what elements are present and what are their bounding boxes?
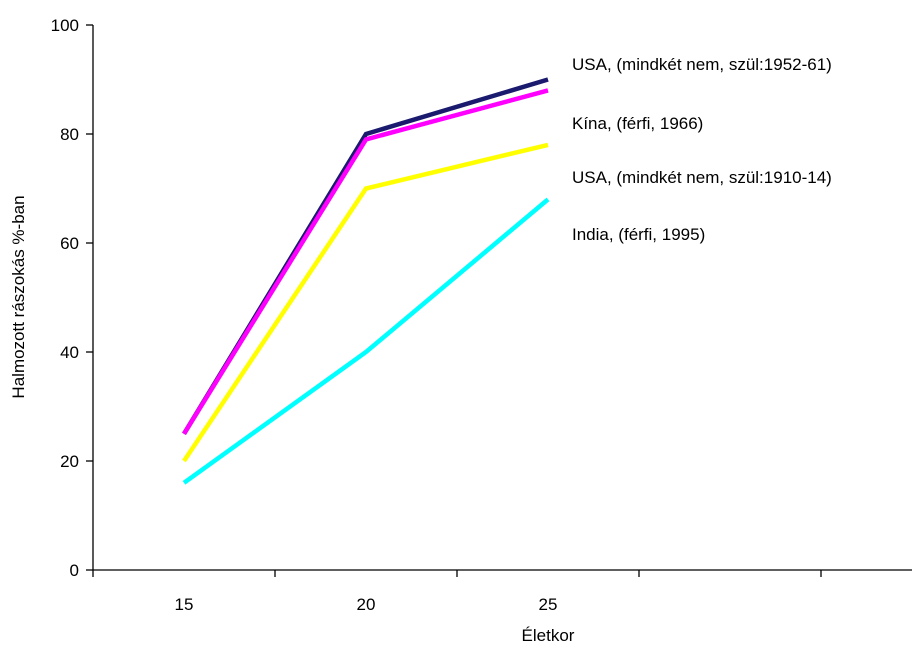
y-tick-label: 100 xyxy=(51,16,79,35)
legend-label-2: Kína, (férfi, 1966) xyxy=(572,114,703,133)
x-tick-label: 20 xyxy=(357,595,376,614)
x-tick-label: 15 xyxy=(175,595,194,614)
axes: 0 20 40 60 80 100 15 20 25 xyxy=(51,16,912,614)
y-tick-label: 0 xyxy=(70,561,79,580)
y-tick-label: 20 xyxy=(60,452,79,471)
x-axis-title: Életkor xyxy=(522,626,575,645)
series-line-4 xyxy=(182,197,550,485)
series-line-2 xyxy=(182,88,549,435)
y-tick-label: 80 xyxy=(60,125,79,144)
series-lines xyxy=(182,77,550,485)
y-tick-label: 60 xyxy=(60,234,79,253)
legend: USA, (mindkét nem, szül:1952-61) Kína, (f… xyxy=(572,55,832,244)
legend-label-1: USA, (mindkét nem, szül:1952-61) xyxy=(572,55,832,74)
x-tick-label: 25 xyxy=(539,595,558,614)
legend-label-4: India, (férfi, 1995) xyxy=(572,225,705,244)
y-tick-label: 40 xyxy=(60,343,79,362)
y-axis-title: Halmozott rászokás %-ban xyxy=(9,195,28,398)
series-line-3 xyxy=(182,142,549,463)
legend-label-3: USA, (mindkét nem, szül:1910-14) xyxy=(572,168,832,187)
